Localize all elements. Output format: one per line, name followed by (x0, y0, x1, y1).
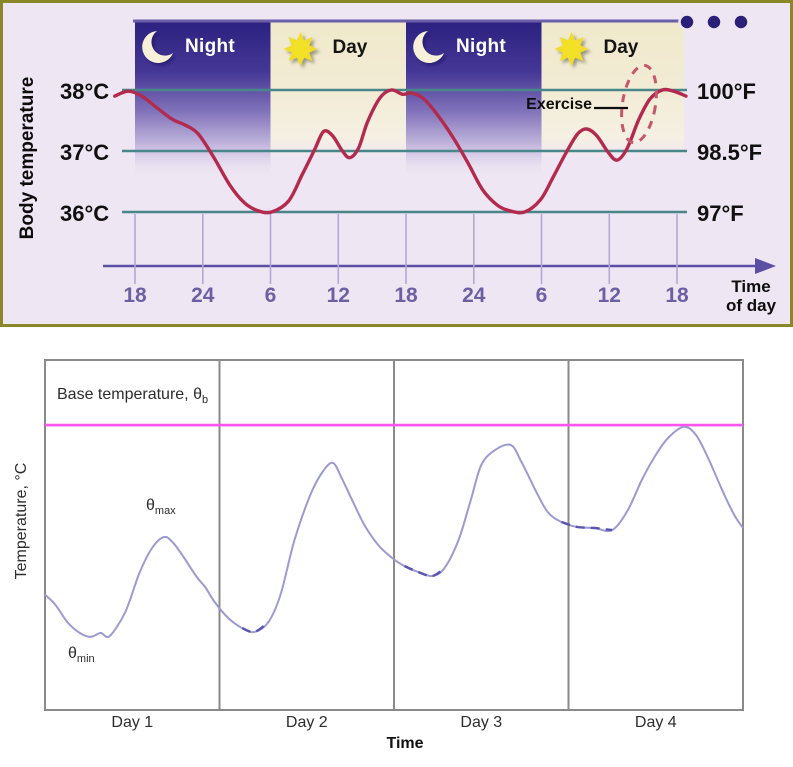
time-tick-label: 12 (326, 284, 350, 307)
exercise-annotation-label: Exercise (526, 96, 592, 113)
time-tick-label: 18 (394, 284, 418, 307)
bottom-y-axis-label: Temperature, °C (13, 462, 30, 580)
curve-dashed-segment (404, 564, 446, 578)
axis-arrow-icon (755, 258, 776, 274)
curve-dashed-segment (241, 621, 270, 634)
theta-min-annotation: θmin (68, 645, 95, 666)
day-band-label: Day (603, 37, 639, 58)
bottom-chart (44, 359, 744, 711)
time-tick-label: 6 (535, 284, 548, 307)
exercise-highlight-ellipse (620, 63, 658, 145)
theta-symbol: θ (193, 386, 202, 403)
time-tick-label: 12 (597, 284, 621, 307)
day-tick-label: Day 2 (285, 714, 328, 731)
daily-temperature-curve (44, 425, 744, 639)
time-tick-label: 24 (462, 284, 486, 307)
bottom-x-axis-label: Time (386, 735, 424, 752)
sun-icon (554, 32, 589, 66)
celsius-label: 37°C (60, 140, 110, 165)
day-tick-label: Day 3 (460, 714, 503, 731)
time-tick-label: 6 (264, 284, 277, 307)
time-tick-label: 24 (191, 284, 215, 307)
top-x-axis-label-line2: of day (725, 296, 777, 315)
theta-b-subscript: b (201, 394, 209, 407)
celsius-label: 38°C (60, 79, 110, 104)
night-band-label: Night (185, 36, 236, 57)
day-band-label: Day (332, 37, 368, 58)
celsius-label: 36°C (60, 201, 110, 226)
top-x-axis-label-line1: Time (731, 277, 771, 296)
top-x-axis-label: Time of day (713, 277, 789, 315)
top-chart (0, 0, 793, 327)
body-temperature-curve (113, 87, 688, 215)
moon-icon (413, 31, 444, 63)
time-tick-label: 18 (665, 284, 689, 307)
fahrenheit-label: 98.5°F (697, 140, 763, 165)
base-temperature-label: Base temperature, θb (57, 386, 208, 406)
day-tick-label: Day 4 (634, 714, 677, 731)
sun-icon (283, 32, 318, 66)
theta-max-annotation: θmax (146, 497, 176, 518)
fahrenheit-label: 100°F (697, 79, 756, 104)
curve-dashed-segment (561, 520, 613, 532)
fahrenheit-label: 97°F (697, 201, 744, 226)
day-tick-label: Day 1 (111, 714, 154, 731)
night-band-label: Night (456, 36, 507, 57)
time-tick-label: 18 (123, 284, 147, 307)
continuation-dots-icon (678, 13, 750, 31)
top-y-axis-label: Body temperature (17, 76, 38, 240)
moon-icon (142, 31, 173, 63)
base-temperature-text: Base temperature, (57, 386, 194, 403)
